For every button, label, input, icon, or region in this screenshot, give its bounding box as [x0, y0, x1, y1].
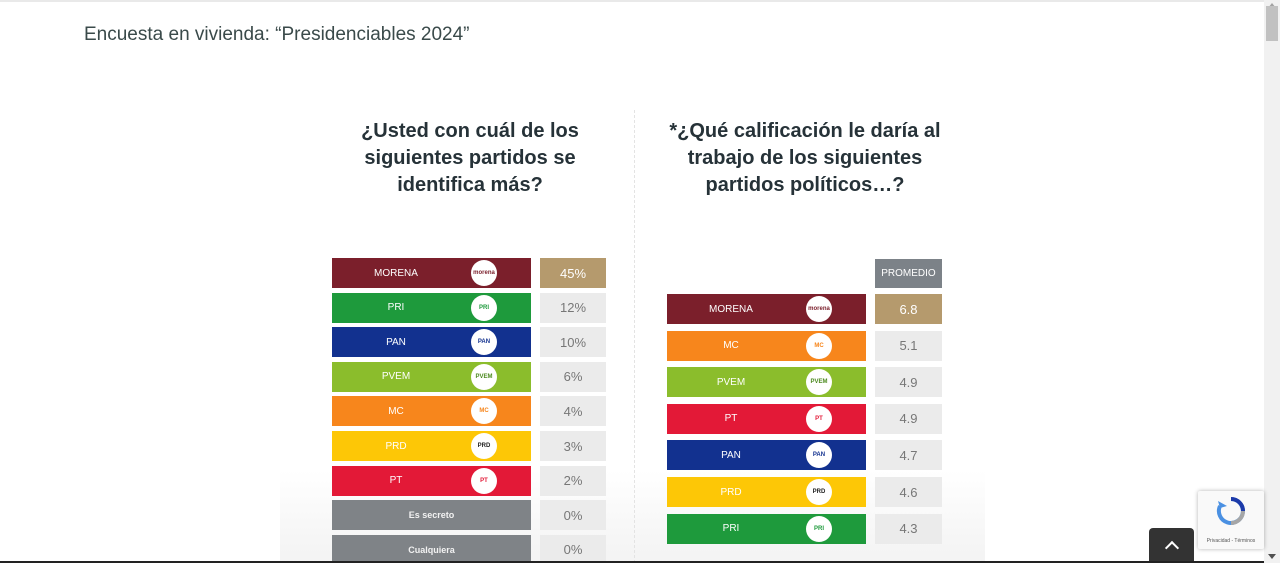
bar-label: PVEM	[716, 376, 746, 388]
chevron-up-icon	[1164, 540, 1179, 556]
bar-morena: MORENA morena	[667, 294, 866, 324]
bar-row: MC MC 4%	[332, 396, 606, 427]
bar-label: MORENA	[709, 303, 753, 315]
value-cell: 6.8	[875, 294, 942, 324]
bar-label: PAN	[386, 336, 406, 348]
recaptcha-icon	[1216, 497, 1245, 525]
party-logo-icon: PT	[471, 467, 497, 494]
bar-pt: PT PT	[667, 403, 866, 434]
bar-morena: MORENA morena	[332, 258, 531, 288]
bar-es-secreto: Es secreto	[332, 500, 531, 531]
bar-row: PAN PAN 10%	[332, 327, 606, 358]
top-rule	[0, 0, 1264, 2]
value-cell: 4.7	[875, 440, 942, 471]
bar-row: PVEM PVEM 4.9	[667, 367, 942, 398]
bar-row: Cualquiera 0%	[332, 534, 606, 563]
bar-pvem: PVEM PVEM	[332, 361, 531, 392]
bar-row: MC MC 5.1	[667, 330, 942, 361]
party-logo-icon: PAN	[806, 442, 832, 469]
bar-cualquiera: Cualquiera	[332, 534, 531, 563]
party-logo-icon: PRD	[806, 479, 832, 505]
value-cell: 0%	[540, 534, 606, 563]
bar-pt: PT PT	[332, 465, 531, 496]
bar-label: Es secreto	[408, 510, 455, 521]
value-cell: 0%	[540, 500, 606, 531]
party-logo-icon: MC	[471, 398, 497, 425]
bar-row: MORENA morena 6.8	[667, 294, 942, 324]
bar-row: PT PT 4.9	[667, 403, 942, 434]
scroll-up-arrow-icon[interactable]	[1268, 3, 1276, 8]
bar-pri: PRI PRI	[667, 513, 866, 544]
value-cell: 12%	[540, 292, 606, 323]
party-logo-icon: PAN	[471, 329, 497, 356]
party-logo-icon: PRD	[471, 433, 497, 459]
page-title: Encuesta en vivienda: “Presidenciables 2…	[84, 24, 470, 45]
bar-prd: PRD PRD	[332, 431, 531, 461]
scroll-thumb[interactable]	[1266, 6, 1278, 41]
value-cell: 6%	[540, 361, 606, 392]
party-logo-icon: PRI	[806, 515, 832, 542]
bar-label: PT	[724, 413, 738, 425]
bar-label: PRI	[722, 523, 740, 535]
bar-label: PVEM	[381, 371, 411, 383]
scrollbar[interactable]	[1264, 0, 1280, 563]
bar-label: Cualquiera	[408, 544, 455, 555]
bar-row: PVEM PVEM 6%	[332, 361, 606, 392]
bar-row: PT PT 2%	[332, 465, 606, 496]
value-cell: 3%	[540, 431, 606, 461]
value-cell: 4.9	[875, 403, 942, 434]
value-cell: 4.6	[875, 477, 942, 507]
value-cell: 4%	[540, 396, 606, 427]
party-logo-icon: morena	[471, 260, 497, 286]
value-cell: 4.3	[875, 513, 942, 544]
bar-row: MORENA morena 45%	[332, 258, 606, 288]
bar-label: MORENA	[374, 267, 418, 279]
bar-mc: MC MC	[667, 330, 866, 361]
recaptcha-terms[interactable]: Privacidad - Términos	[1206, 538, 1256, 544]
bar-label: PRD	[385, 440, 407, 452]
recaptcha-badge[interactable]: Privacidad - Términos	[1198, 491, 1264, 549]
bar-pri: PRI PRI	[332, 292, 531, 323]
back-to-top-button[interactable]	[1149, 528, 1194, 563]
panel-divider	[634, 110, 635, 563]
bar-label: MC	[723, 340, 739, 352]
chart-1-title: ¿Usted con cuál de los siguientes partid…	[361, 120, 579, 196]
bottom-line	[0, 561, 1264, 563]
bar-mc: MC MC	[332, 396, 531, 427]
party-logo-icon: PRI	[471, 294, 497, 321]
bar-row: PRI PRI 4.3	[667, 513, 942, 544]
value-cell: 2%	[540, 465, 606, 496]
promedio-header: PROMEDIO	[875, 259, 942, 288]
party-logo-icon: PVEM	[471, 363, 497, 390]
bar-pvem: PVEM PVEM	[667, 367, 866, 398]
value-cell: 5.1	[875, 330, 942, 361]
bar-label: MC	[388, 405, 404, 417]
bar-row: PAN PAN 4.7	[667, 440, 942, 471]
value-cell: 4.9	[875, 367, 942, 398]
party-logo-icon: morena	[806, 296, 832, 322]
party-logo-icon: PT	[806, 405, 832, 432]
party-logo-icon: MC	[806, 332, 832, 359]
bar-row: PRI PRI 12%	[332, 292, 606, 323]
bar-label: PRD	[720, 486, 742, 498]
bar-prd: PRD PRD	[667, 477, 866, 507]
bar-row: Es secreto 0%	[332, 500, 606, 531]
bar-label: PRI	[387, 302, 405, 314]
bar-label: PAN	[721, 449, 741, 461]
party-logo-icon: PVEM	[806, 369, 832, 396]
scroll-down-arrow-icon[interactable]	[1268, 554, 1276, 559]
bar-row: PRD PRD 4.6	[667, 477, 942, 507]
value-cell: 10%	[540, 327, 606, 358]
bar-label: PT	[389, 475, 403, 487]
value-cell: 45%	[540, 258, 606, 288]
bar-pan: PAN PAN	[667, 440, 866, 471]
bar-pan: PAN PAN	[332, 327, 531, 358]
bar-row: PRD PRD 3%	[332, 431, 606, 461]
chart-2-title: *¿Qué calificación le daría al trabajo d…	[669, 120, 941, 196]
